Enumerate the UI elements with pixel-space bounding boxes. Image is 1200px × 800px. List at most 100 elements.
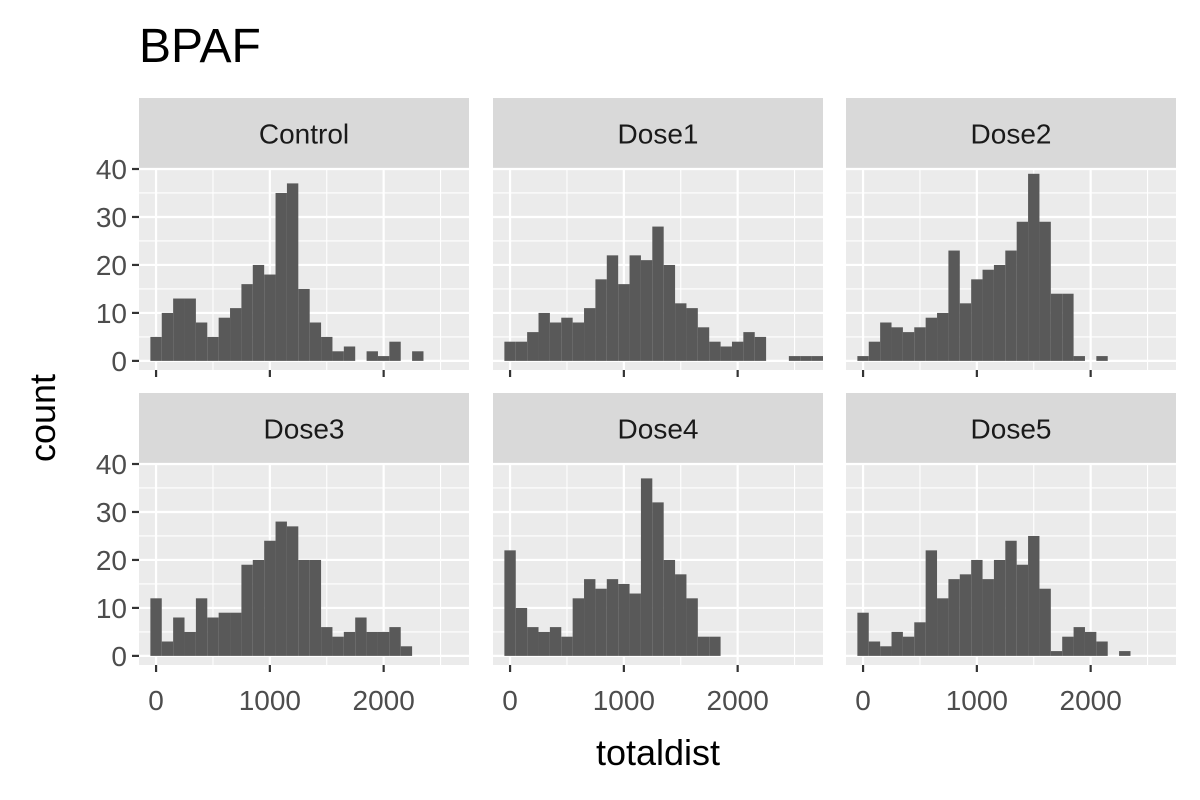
histogram-bar: [252, 264, 265, 361]
x-tick-label: 1000: [239, 685, 301, 716]
x-tick-label: 2000: [353, 685, 415, 716]
histogram-bar: [971, 279, 983, 361]
facet-strip: [846, 98, 1176, 169]
x-tick-label: 0: [502, 685, 518, 716]
histogram-bar: [640, 478, 653, 656]
x-tick-label: 0: [148, 685, 164, 716]
histogram-bar: [584, 308, 596, 361]
histogram-bar: [1050, 651, 1063, 656]
histogram-bar: [309, 322, 322, 361]
histogram-bar: [982, 269, 994, 361]
histogram-bar: [161, 641, 174, 656]
histogram-bar: [971, 559, 983, 656]
histogram-bar: [321, 627, 333, 656]
histogram-bar: [1073, 356, 1085, 361]
histogram-bar: [1005, 540, 1017, 656]
histogram-bar: [1119, 651, 1131, 656]
histogram-bar: [286, 526, 299, 656]
facet-strip: [139, 393, 469, 464]
x-tick-label: 2000: [1060, 685, 1122, 716]
facet-panel-dose3: Dose3 0 10 20 30 40 0 1000 2000: [96, 393, 469, 716]
facet-strip: [139, 98, 469, 169]
histogram-bar: [731, 341, 744, 361]
facet-strip-label: Dose3: [264, 414, 345, 445]
facet-strip-label: Dose5: [971, 414, 1052, 445]
histogram-bar: [902, 636, 915, 656]
histogram-bar: [150, 336, 162, 361]
histogram-bar: [389, 341, 401, 361]
histogram-bar: [902, 332, 915, 361]
histogram-bar: [377, 356, 390, 361]
histogram-bar: [1084, 631, 1097, 656]
histogram-bar: [527, 332, 539, 361]
histogram-bar: [720, 346, 732, 361]
histogram-bar: [937, 598, 949, 656]
histogram-bar: [527, 627, 539, 656]
histogram-bar: [161, 312, 174, 361]
histogram-bar: [572, 322, 585, 361]
histogram-bar: [1039, 221, 1051, 361]
histogram-bar: [868, 341, 881, 361]
histogram-bar: [230, 308, 242, 361]
y-tick-label: 30: [96, 202, 127, 233]
chart-title: BPAF: [139, 20, 261, 73]
histogram-bar: [264, 274, 276, 361]
histogram-bar: [618, 284, 630, 361]
histogram-bar: [400, 646, 413, 656]
histogram-bar: [218, 317, 231, 361]
histogram-bar: [173, 617, 185, 656]
facet-panel-dose4: Dose4 0 1000 2000: [493, 393, 823, 716]
histogram-bar: [241, 284, 253, 361]
histogram-bar: [606, 579, 619, 656]
histogram-bar: [366, 631, 378, 656]
histogram-bar: [561, 317, 573, 361]
histogram-bar: [1016, 221, 1029, 361]
histogram-bar: [332, 351, 344, 361]
histogram-bar: [355, 617, 367, 656]
histogram-bar: [959, 574, 972, 656]
facet-strip: [846, 393, 1176, 464]
histogram-bar: [1005, 250, 1017, 361]
histogram-bar: [549, 627, 562, 656]
y-tick-label: 0: [111, 346, 127, 377]
histogram-bar: [595, 588, 607, 656]
histogram-bar: [925, 317, 938, 361]
histogram-bar: [275, 192, 287, 361]
histogram-bar: [857, 612, 869, 656]
histogram-bar: [914, 622, 926, 656]
histogram-bar: [538, 631, 550, 656]
histogram-bar: [1096, 356, 1108, 361]
histogram-bar: [504, 341, 516, 361]
histogram-bar: [184, 631, 196, 656]
histogram-bar: [880, 322, 892, 361]
y-axis-title: count: [22, 374, 63, 462]
histogram-bar: [1050, 293, 1063, 361]
histogram-bar: [1028, 173, 1040, 361]
histogram-bar: [663, 264, 676, 361]
histogram-bar: [1028, 535, 1040, 656]
histogram-bar: [948, 250, 960, 361]
histogram-bar: [675, 574, 687, 656]
histogram-bar: [332, 636, 344, 656]
histogram-bar: [298, 559, 310, 656]
histogram-bar: [572, 598, 585, 656]
y-tick-label: 20: [96, 250, 127, 281]
y-tick-label: 0: [111, 641, 127, 672]
histogram-bar: [640, 260, 653, 361]
facet-strip: [493, 98, 823, 169]
facet-strip-label: Dose2: [971, 119, 1052, 150]
facet-strip-label: Control: [259, 119, 349, 150]
y-tick-label: 40: [96, 449, 127, 480]
facet-panel-dose2: Dose2: [846, 98, 1176, 377]
histogram-bar: [686, 308, 698, 361]
histogram-bar: [937, 312, 949, 361]
histogram-bar: [286, 183, 299, 361]
histogram-bar: [891, 631, 903, 656]
histogram-bar: [686, 598, 698, 656]
histogram-bar: [811, 356, 823, 361]
histogram-bar: [993, 264, 1006, 361]
histogram-bar: [264, 540, 276, 656]
histogram-bar: [754, 336, 767, 361]
histogram-bar: [377, 631, 390, 656]
